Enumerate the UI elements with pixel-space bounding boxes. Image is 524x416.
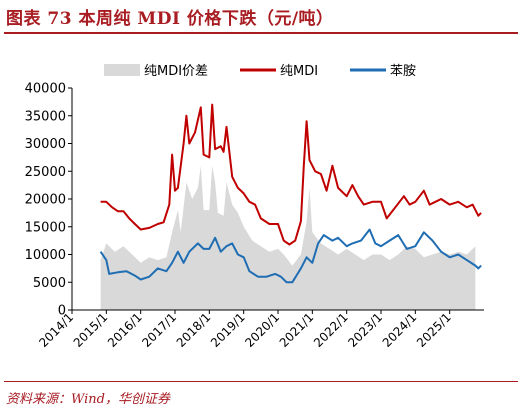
x-tick-label: 2023/1	[345, 310, 385, 350]
title-divider	[4, 32, 518, 34]
series-line-1	[100, 103, 482, 246]
x-tick-label: 2024/1	[380, 310, 420, 350]
x-tick-label: 2017/1	[139, 310, 179, 350]
x-tick-label: 2015/1	[71, 310, 111, 350]
legend-label-1: 纯MDI	[280, 64, 318, 79]
footer-divider	[4, 381, 518, 382]
y-tick-label: 10000	[25, 248, 66, 263]
y-tick-label: 20000	[25, 193, 66, 208]
series-area-0	[100, 165, 476, 310]
x-tick-label: 2025/1	[414, 310, 454, 350]
x-tick-label: 2014/1	[36, 310, 76, 350]
x-tick-label: 2020/1	[242, 310, 282, 350]
chart-container: 0 5000 10000 15000 20000 25000 30000 35000 40000…	[0, 36, 524, 381]
y-tick-label: 25000	[25, 165, 66, 180]
legend-label-0: 纯MDI价差	[144, 64, 208, 79]
y-tick-label: 40000	[25, 82, 66, 97]
x-tick-label: 2016/1	[105, 310, 145, 350]
x-tick-label: 2019/1	[208, 310, 248, 350]
mdi-price-chart: 0 5000 10000 15000 20000 25000 30000 35000 40000…	[25, 64, 484, 350]
y-tick-label: 5000	[33, 276, 66, 291]
page-title: 图表 73 本周纯 MDI 价格下跌（元/吨）	[6, 9, 334, 29]
legend-label-2: 苯胺	[390, 64, 416, 79]
y-tick-label: 15000	[25, 220, 66, 235]
legend-swatch-0	[104, 64, 140, 76]
y-tick-label: 35000	[25, 109, 66, 124]
y-tick-label: 0	[58, 304, 66, 319]
source-note: 资料来源：Wind，华创证券	[6, 392, 170, 407]
x-tick-label: 2022/1	[311, 310, 351, 350]
x-tick-label: 2018/1	[174, 310, 214, 350]
series-line-2	[99, 228, 482, 284]
y-tick-label: 30000	[25, 137, 66, 152]
x-tick-label: 2021/1	[277, 310, 317, 350]
